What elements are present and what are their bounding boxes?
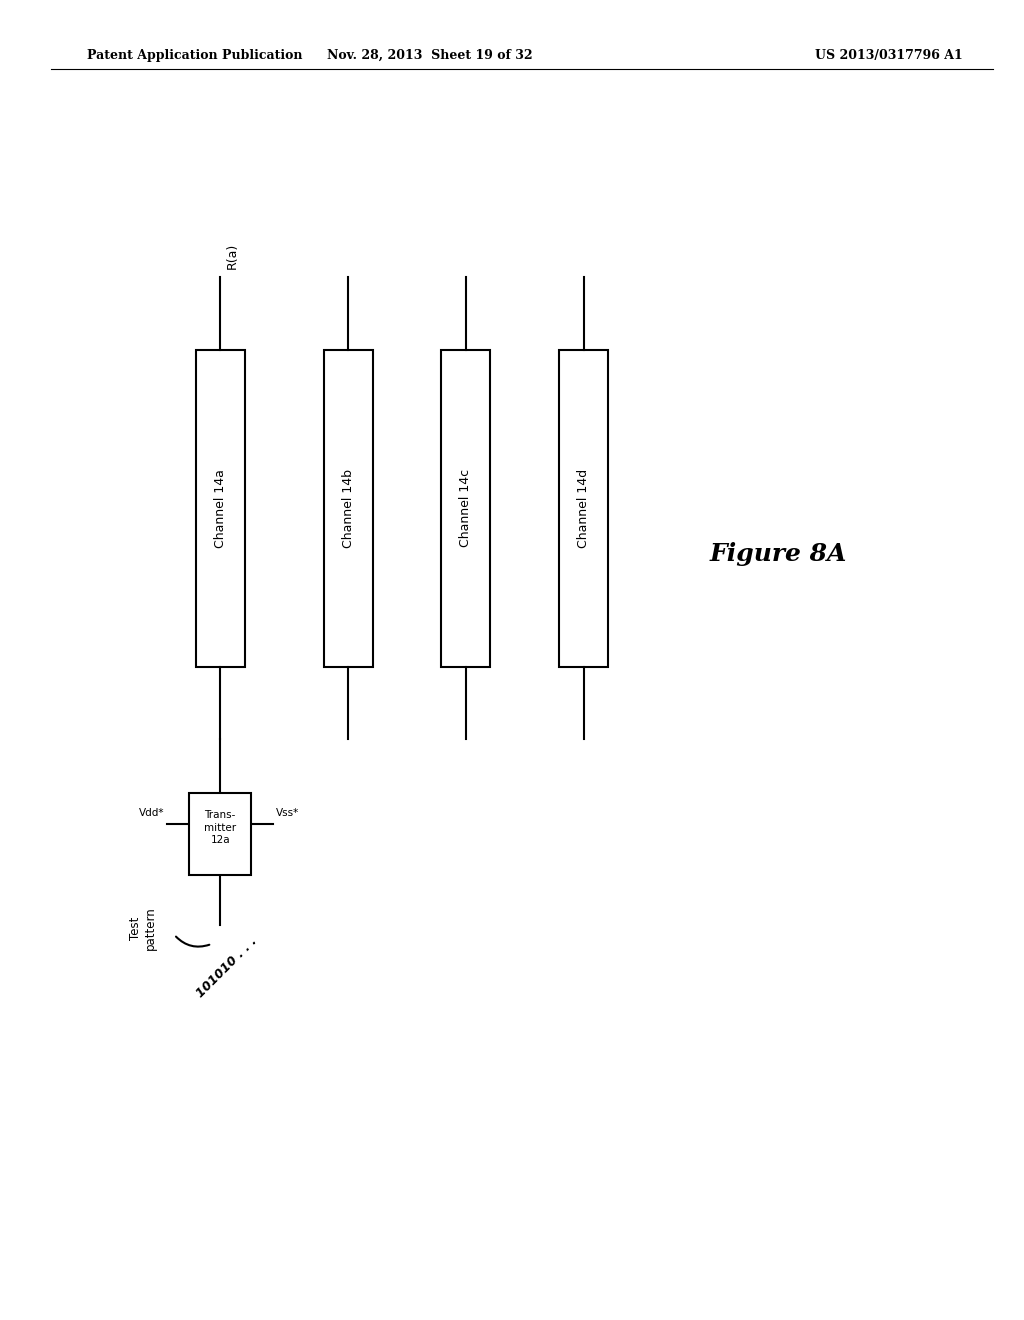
Text: Trans-
mitter
12a: Trans- mitter 12a: [204, 810, 237, 845]
Text: Patent Application Publication: Patent Application Publication: [87, 49, 302, 62]
Text: Figure 8A: Figure 8A: [710, 543, 847, 566]
Text: Channel 14b: Channel 14b: [342, 469, 354, 548]
Text: R(a): R(a): [226, 243, 239, 269]
Bar: [559, 350, 608, 667]
Text: Channel 14d: Channel 14d: [578, 469, 590, 548]
Text: Vdd*: Vdd*: [139, 808, 165, 818]
Text: Test
pattern: Test pattern: [129, 906, 158, 950]
Text: Channel 14a: Channel 14a: [214, 469, 226, 548]
Text: 101010 . . .: 101010 . . .: [194, 935, 259, 1001]
Text: Nov. 28, 2013  Sheet 19 of 32: Nov. 28, 2013 Sheet 19 of 32: [328, 49, 532, 62]
Text: US 2013/0317796 A1: US 2013/0317796 A1: [815, 49, 963, 62]
Text: Channel 14c: Channel 14c: [460, 469, 472, 548]
Bar: [196, 350, 245, 667]
Bar: [324, 350, 373, 667]
Bar: [441, 350, 490, 667]
Bar: [189, 793, 251, 875]
Text: Vss*: Vss*: [275, 808, 299, 818]
